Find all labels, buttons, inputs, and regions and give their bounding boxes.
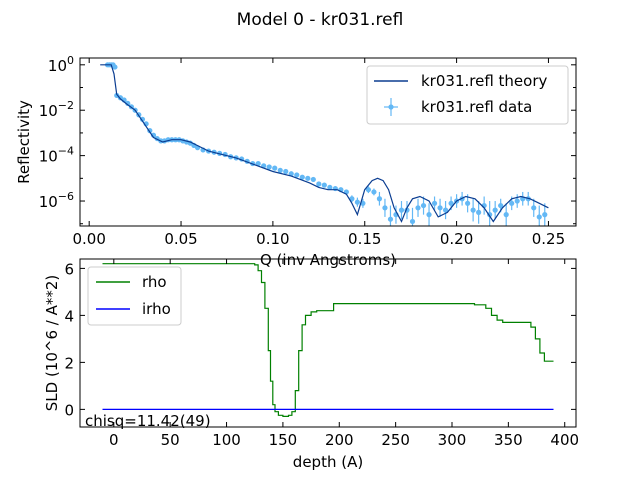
top-axes-frame (79, 57, 577, 227)
data-point (431, 200, 438, 206)
data-point (272, 165, 278, 171)
data-point (277, 167, 283, 173)
sld-series (102, 263, 554, 417)
data-point (542, 212, 548, 218)
data-point (255, 160, 261, 167)
data-point (365, 187, 372, 193)
top-y-axis-label: Reflectivity (15, 100, 33, 184)
data-point (125, 100, 131, 107)
data-point (492, 207, 498, 213)
legend-data-swatch (388, 104, 394, 110)
top-y-tick-label: 10−6 (39, 190, 74, 211)
data-point (371, 189, 377, 195)
bottom-y-tick-label: 4 (64, 307, 74, 325)
data-point (536, 214, 542, 220)
data-point (426, 212, 432, 218)
data-point (420, 202, 427, 209)
bottom-x-tick-label: 400 (550, 431, 579, 449)
bottom-y-tick-label: 2 (64, 354, 74, 372)
bottom-y-tick-label: 6 (64, 260, 74, 278)
bottom-legend: rho irho (87, 266, 182, 326)
data-point (305, 175, 311, 181)
top-x-tick-label: 0.00 (72, 230, 105, 248)
top-x-axis-label: Q (inv Angstroms) (260, 251, 396, 269)
bottom-x-tick-label: 0 (109, 431, 119, 449)
top-legend-box (366, 65, 569, 125)
data-point (266, 164, 272, 170)
data-point (310, 176, 316, 183)
chisq-annotation: chisq=11.42(49) (85, 412, 211, 430)
legend-data-label: kr031.refl data (421, 98, 532, 116)
top-x-tick-label: 0.20 (440, 230, 473, 248)
data-point (409, 218, 416, 225)
top-y-tick-label: 10−4 (39, 145, 74, 166)
bottom-x-tick-label: 250 (381, 431, 410, 449)
top-x-tick-label: 0.05 (164, 230, 197, 248)
data-point (476, 209, 482, 215)
top-x-tick-label: 0.25 (532, 230, 565, 248)
data-point (531, 205, 537, 211)
data-point (442, 207, 449, 213)
data-series (104, 62, 548, 226)
bottom-axes-frame (79, 258, 577, 428)
theory-line (100, 64, 549, 223)
bottom-x-axis-label: depth (A) (293, 453, 363, 471)
bottom-y-tick-label: 0 (64, 401, 74, 419)
legend-rho-label: rho (142, 273, 167, 291)
sld-profile-plot: 0 50 100 150 200 250 300 350 400 0 2 4 6 depth (A) SLD… (43, 258, 579, 471)
data-point (498, 202, 504, 209)
legend-irho-label: irho (142, 300, 171, 318)
figure-title: Model 0 - kr031.refl (237, 10, 404, 30)
data-point (509, 200, 515, 206)
top-y-tick-label: 100 (48, 54, 74, 75)
data-point (465, 200, 471, 206)
bottom-x-tick-label: 300 (438, 431, 467, 449)
data-point (514, 198, 520, 204)
data-point (299, 174, 305, 180)
bottom-x-tick-label: 150 (269, 431, 298, 449)
data-point (470, 207, 476, 213)
bottom-x-tick-label: 200 (325, 431, 354, 449)
top-x-tick-label: 0.10 (256, 230, 289, 248)
data-point (294, 172, 300, 178)
data-point (316, 181, 322, 187)
top-legend: kr031.refl theory kr031.refl data (366, 65, 569, 125)
data-point (398, 207, 405, 213)
legend-theory-label: kr031.refl theory (421, 72, 547, 90)
data-point (376, 196, 383, 202)
data-point (437, 205, 443, 211)
data-point (321, 182, 327, 188)
bottom-y-axis-label: SLD (10^6 / A**2) (43, 275, 61, 412)
bottom-x-tick-label: 50 (161, 431, 180, 449)
data-point (382, 205, 388, 211)
bottom-x-tick-label: 350 (494, 431, 523, 449)
rho-line (102, 263, 554, 417)
data-point (448, 200, 454, 206)
bottom-x-tick-label: 100 (212, 431, 241, 449)
data-point (288, 171, 294, 177)
data-point (139, 116, 146, 122)
data-point (112, 64, 118, 70)
data-point (503, 212, 509, 218)
data-point (327, 184, 333, 191)
reflectivity-series (100, 62, 549, 226)
top-y-tick-label: 10−2 (39, 99, 74, 120)
reflectivity-plot: 0.00 0.05 0.10 0.15 0.20 0.25 100 10−2 10−4 10−6 Q… (15, 54, 577, 269)
data-point (283, 168, 289, 175)
top-x-tick-label: 0.15 (348, 230, 381, 248)
data-point (387, 216, 394, 222)
data-point (332, 185, 338, 192)
data-point (415, 205, 421, 211)
data-point (354, 199, 360, 205)
